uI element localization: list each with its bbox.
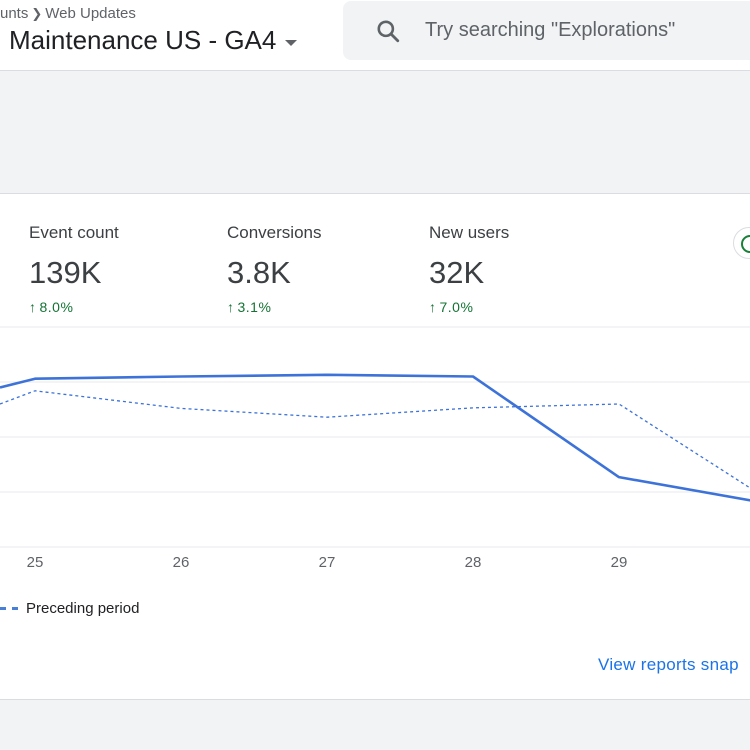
- metric-value: 3.8K: [227, 255, 291, 290]
- metric-change-value: 3.1%: [237, 299, 272, 315]
- view-reports-link[interactable]: View reports snap: [598, 655, 739, 674]
- property-selector[interactable]: Maintenance US - GA4: [9, 25, 298, 56]
- breadcrumb-item-accounts[interactable]: unts: [0, 5, 29, 22]
- metric-change-value: 8.0%: [39, 299, 74, 315]
- top-panel: [0, 71, 750, 193]
- metric-new-users[interactable]: New users 32K ↑ 7.0%: [429, 223, 509, 315]
- metric-change-value: 7.0%: [439, 299, 474, 315]
- metric-change: ↑ 3.1%: [227, 299, 322, 315]
- x-tick-label: 28: [465, 554, 482, 571]
- x-tick-label: 26: [173, 554, 190, 571]
- chart-x-ticks: 25262728293: [27, 554, 628, 571]
- metric-label: New users: [429, 223, 510, 242]
- metric-event-count[interactable]: Event count 139K ↑ 8.0%: [29, 223, 119, 315]
- legend-preceding-period: Preceding period: [26, 600, 140, 617]
- arrow-up-icon: ↑: [429, 299, 437, 315]
- dashed-line-swatch: [0, 607, 18, 610]
- search-bar[interactable]: [343, 1, 750, 60]
- x-tick-label: 29: [611, 554, 628, 571]
- caret-down-icon: [285, 39, 298, 46]
- insights-check-icon[interactable]: [733, 227, 750, 259]
- breadcrumb: unts ❯ Web Updates: [0, 5, 136, 22]
- metric-change: ↑ 7.0%: [429, 299, 509, 315]
- chevron-right-icon: ❯: [31, 6, 43, 21]
- search-input[interactable]: [423, 18, 727, 43]
- breadcrumb-item-web-updates[interactable]: Web Updates: [45, 5, 136, 22]
- arrow-up-icon: ↑: [227, 299, 235, 315]
- x-tick-label: 27: [319, 554, 336, 571]
- metric-change: ↑ 8.0%: [29, 299, 119, 315]
- property-name: Maintenance US - GA4: [9, 25, 277, 55]
- x-tick-label: 25: [27, 554, 44, 571]
- search-icon: [377, 19, 400, 42]
- metric-label: Conversions: [227, 223, 322, 242]
- check-circle-icon: [741, 235, 750, 253]
- arrow-up-icon: ↑: [29, 299, 37, 315]
- chart-legend: Preceding period: [0, 600, 139, 617]
- app-header: unts ❯ Web Updates Maintenance US - GA4: [0, 0, 750, 71]
- chart-series: [0, 373, 750, 502]
- chart-grid: [0, 326, 750, 548]
- line-chart: 25262728293: [0, 326, 750, 571]
- series-preceding-line: [0, 390, 750, 489]
- report-card: 25262728293 Event count 139K ↑8.0% Conve…: [0, 193, 750, 700]
- metric-label: Event count: [29, 223, 119, 242]
- metric-value: 32K: [429, 255, 485, 290]
- series-current-line: [0, 373, 750, 502]
- metric-conversions[interactable]: Conversions 3.8K ↑ 3.1%: [227, 223, 322, 315]
- metric-value: 139K: [29, 255, 102, 290]
